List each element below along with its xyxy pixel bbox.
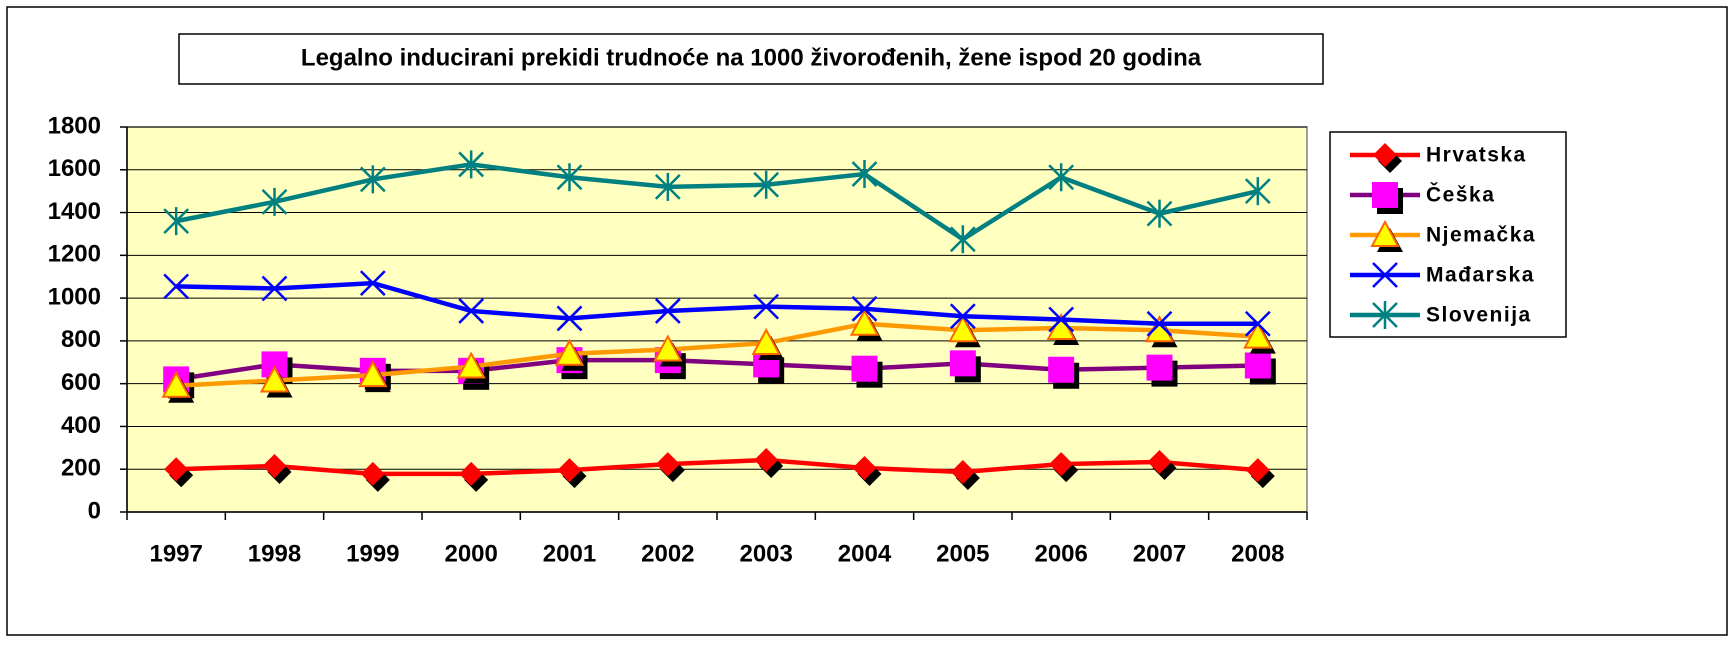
data-point [949, 350, 981, 383]
data-point [948, 315, 981, 348]
data-point [751, 327, 785, 361]
x-tick-label: 2001 [543, 540, 596, 567]
legend-label: Češka [1426, 183, 1495, 207]
data-point [161, 370, 195, 403]
data-point [557, 458, 587, 489]
data-point [359, 165, 386, 194]
data-point [554, 338, 588, 371]
legend-marker [1372, 182, 1403, 214]
data-point [259, 365, 293, 398]
data-point [1048, 356, 1080, 389]
legend-label: Njemačka [1426, 224, 1536, 247]
data-point [1147, 449, 1177, 480]
data-point [1146, 199, 1173, 228]
y-tick-label: 1400 [48, 198, 101, 225]
data-point [949, 225, 976, 254]
data-point [359, 270, 386, 297]
data-point [1245, 458, 1275, 489]
x-tick-label: 2003 [739, 540, 792, 567]
data-point [360, 461, 390, 492]
legend-marker [1372, 262, 1398, 288]
data-point [653, 334, 686, 367]
series-line [176, 457, 1259, 477]
data-point [1146, 354, 1178, 387]
chart-title: Legalno inducirani prekidi trudnoće na 1… [301, 44, 1202, 71]
data-point [851, 295, 878, 322]
data-point [1048, 306, 1075, 333]
data-point [1048, 163, 1075, 192]
y-tick-label: 1800 [48, 112, 101, 139]
legend-marker [1373, 143, 1402, 173]
data-point [753, 170, 780, 199]
y-tick-label: 200 [61, 455, 101, 482]
data-point [458, 150, 485, 179]
data-point [654, 298, 681, 324]
data-point [261, 187, 288, 216]
x-tick-label: 2004 [838, 540, 892, 567]
series-line [176, 280, 1258, 327]
x-tick-label: 2000 [444, 540, 497, 567]
data-point [852, 455, 882, 486]
legend-label: Hrvatska [1426, 144, 1527, 167]
data-point [164, 457, 194, 488]
legend-marker [1370, 219, 1403, 252]
data-point [1049, 452, 1079, 483]
x-tick-label: 1999 [346, 540, 399, 567]
data-point [163, 207, 190, 236]
series-line [176, 321, 1258, 389]
data-point [459, 461, 489, 492]
data-point [556, 305, 583, 332]
data-point [358, 360, 391, 393]
y-tick-label: 0 [88, 497, 101, 524]
title-box [178, 33, 1324, 85]
data-point [1244, 310, 1271, 337]
data-point [851, 355, 883, 388]
data-point [849, 308, 883, 341]
y-tick-label: 600 [61, 369, 101, 396]
y-tick-label: 400 [61, 412, 101, 439]
x-tick-label: 2002 [641, 540, 694, 567]
legend-label: Mađarska [1426, 264, 1535, 287]
data-point [262, 454, 292, 485]
data-point [851, 160, 878, 189]
data-point [753, 293, 780, 320]
legend-label: Slovenija [1426, 304, 1532, 327]
data-point [556, 163, 583, 192]
data-point [1146, 310, 1173, 337]
x-tick-label: 2008 [1231, 540, 1284, 567]
data-point [1244, 177, 1271, 206]
data-point [949, 303, 976, 330]
data-point [458, 298, 485, 324]
y-tick-label: 1200 [48, 241, 101, 268]
data-point [163, 273, 190, 300]
x-tick-label: 2007 [1133, 540, 1186, 567]
legend-marker [1372, 301, 1398, 329]
x-tick-label: 1998 [248, 540, 301, 567]
y-tick-label: 1600 [48, 155, 101, 182]
data-point [654, 172, 681, 201]
data-point [456, 351, 490, 384]
y-tick-label: 800 [61, 326, 101, 353]
data-point [261, 275, 288, 302]
data-point [754, 448, 784, 479]
data-point [950, 460, 980, 491]
x-tick-label: 2005 [936, 540, 989, 567]
series-line [175, 162, 1259, 242]
data-point [655, 452, 685, 483]
data-point [1244, 352, 1276, 385]
x-tick-label: 1997 [149, 540, 202, 567]
data-point [1243, 321, 1276, 354]
y-tick-label: 1000 [48, 283, 101, 310]
x-tick-label: 2006 [1034, 540, 1087, 567]
